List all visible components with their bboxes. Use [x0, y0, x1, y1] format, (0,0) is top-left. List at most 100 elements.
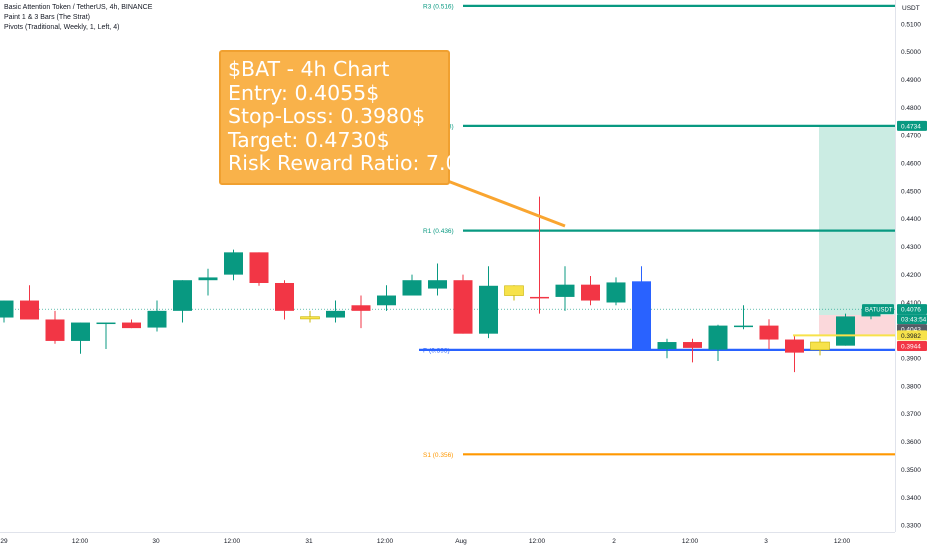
symbol-title[interactable]: Basic Attention Token / TetherUS, 4h, BI…	[4, 4, 153, 11]
y-tick-label: 0.5000	[901, 49, 921, 56]
candle[interactable]	[326, 310, 345, 318]
y-tick-label: 0.4500	[901, 188, 921, 195]
indicator-strat[interactable]: Paint 1 & 3 Bars (The Strat)	[4, 14, 90, 21]
x-tick-label: 12:00	[682, 538, 699, 545]
candle[interactable]	[606, 282, 626, 303]
candle[interactable]	[173, 280, 192, 311]
price-tag-label: 0.3982	[901, 333, 921, 340]
y-tick-label: 0.4100	[901, 300, 921, 307]
candle[interactable]	[96, 322, 116, 325]
y-tick-label: 0.4200	[901, 272, 921, 279]
x-tick-label: 12:00	[834, 538, 851, 545]
y-tick-label: 0.4300	[901, 244, 921, 251]
y-tick-label: 0.3400	[901, 495, 921, 502]
target-zone[interactable]	[819, 127, 895, 316]
price-axis[interactable]: USDT 0.5100 0.5000 0.4900 0.4800 0.4700 0.4600…	[895, 0, 922, 532]
candle[interactable]	[402, 280, 422, 296]
candles	[0, 196, 881, 373]
candle[interactable]	[0, 300, 14, 318]
y-tick-label: 0.4600	[901, 161, 921, 168]
symbol-tag	[862, 304, 894, 315]
time-axis[interactable]: 29 12:00 30 12:00 31 12:00 Aug 12:00 2 12:00 3 12:0…	[0, 532, 895, 546]
x-tick-label: 2	[612, 538, 616, 545]
x-tick-label: 12:00	[224, 538, 241, 545]
callout-pointer	[444, 178, 566, 228]
callout-title: $BAT - 4h Chart	[228, 57, 390, 81]
candle[interactable]	[836, 316, 855, 346]
quote-currency-label: USDT	[902, 5, 920, 12]
y-tick-label: 0.3600	[901, 439, 921, 446]
candle[interactable]	[555, 284, 575, 297]
candle[interactable]	[479, 285, 498, 334]
candle[interactable]	[147, 310, 167, 328]
trade-callout[interactable]: $BAT - 4h Chart Entry: 0.4055$ Stop-Loss…	[219, 50, 459, 185]
y-tick-label: 0.4400	[901, 216, 921, 223]
y-tick-label: 0.4900	[901, 77, 921, 84]
candle[interactable]	[122, 322, 141, 329]
price-tag	[897, 314, 927, 325]
y-tick-label: 0.3300	[901, 523, 921, 530]
x-tick-label: 12:00	[72, 538, 89, 545]
candle[interactable]	[428, 280, 447, 289]
candle[interactable]	[224, 252, 243, 275]
pivot-label: R1 (0.436)	[423, 228, 454, 235]
price-tag	[897, 120, 927, 131]
stop-zone[interactable]	[819, 315, 895, 336]
x-tick-label: 31	[305, 538, 313, 545]
y-tick-label: 0.3900	[901, 355, 921, 362]
pivot-lines: R3 (0.516)R2 (0.473)R1 (0.436)P (0.393)S…	[419, 3, 895, 459]
callout-stop-loss: Stop-Loss: 0.3980$	[228, 104, 426, 128]
candle[interactable]	[530, 296, 549, 299]
candle[interactable]	[249, 252, 269, 283]
x-tick-label: 30	[152, 538, 160, 545]
callout-entry: Entry: 0.4055$	[228, 80, 380, 105]
indicator-pivots[interactable]: Pivots (Traditional, Weekly, 1, Left, 4)	[4, 24, 120, 31]
price-tag-label: 0.3944	[901, 343, 921, 350]
candle[interactable]	[45, 319, 65, 341]
candle[interactable]	[657, 342, 677, 350]
candle[interactable]	[377, 295, 396, 306]
candle[interactable]	[300, 316, 320, 320]
price-tag-label: 03:43:54	[901, 317, 927, 324]
candle[interactable]	[708, 325, 728, 350]
candle[interactable]	[683, 342, 702, 348]
y-tick-label: 0.4800	[901, 105, 921, 112]
candle[interactable]	[785, 339, 804, 353]
price-tag	[897, 340, 927, 351]
y-tick-label: 0.5100	[901, 21, 921, 28]
candle[interactable]	[581, 284, 600, 301]
price-tag-label: 0.4043	[901, 327, 921, 334]
price-tag	[897, 330, 927, 341]
candle[interactable]	[20, 300, 39, 320]
x-tick-label: 3	[764, 538, 768, 545]
candle[interactable]	[71, 322, 90, 341]
candle[interactable]	[504, 285, 524, 296]
pivot-label: R3 (0.516)	[423, 3, 454, 10]
x-tick-label: 12:00	[529, 538, 546, 545]
candle[interactable]	[275, 282, 294, 311]
candle[interactable]	[632, 281, 651, 350]
x-tick-label: Aug	[455, 538, 467, 545]
candle[interactable]	[759, 325, 779, 340]
price-tag-label: 0.4076	[901, 307, 921, 314]
candle[interactable]	[734, 325, 753, 328]
y-tick-label: 0.3800	[901, 383, 921, 390]
y-tick-label: 0.4700	[901, 133, 921, 140]
callout-risk-reward: Risk Reward Ratio: 7.0	[228, 151, 459, 175]
symbol-tag-label: BATUSDT	[865, 308, 893, 314]
chart-overlays	[444, 178, 895, 337]
chart-legend[interactable]: Basic Attention Token / TetherUS, 4h, BI…	[4, 3, 152, 33]
y-tick-label: 0.3500	[901, 467, 921, 474]
pivot-label: S1 (0.356)	[423, 452, 453, 459]
x-tick-label: 12:00	[377, 538, 394, 545]
y-tick-label: 0.3700	[901, 411, 921, 418]
price-tag-label: 0.4734	[901, 123, 921, 130]
callout-target: Target: 0.4730$	[228, 127, 390, 152]
candle[interactable]	[351, 305, 371, 311]
price-tag	[897, 304, 927, 315]
candle[interactable]	[198, 277, 218, 281]
candle[interactable]	[453, 280, 473, 334]
candle[interactable]	[810, 341, 830, 351]
